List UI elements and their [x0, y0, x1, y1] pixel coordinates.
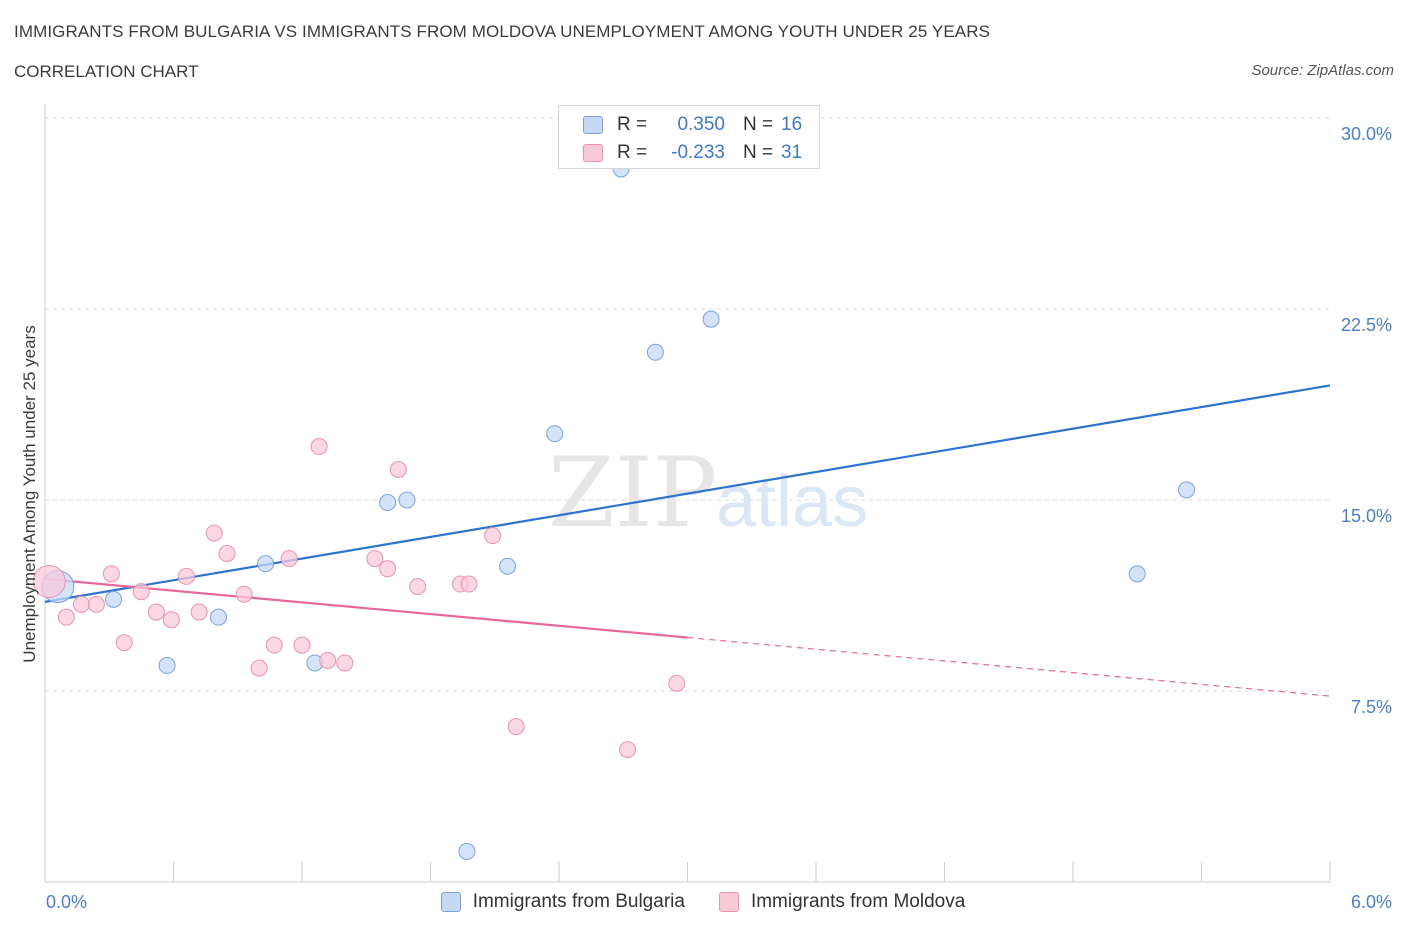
moldova-point	[265, 636, 283, 654]
moldova-point	[484, 527, 502, 545]
moldova-point	[235, 585, 253, 603]
y-tick-label: 30.0%	[1341, 124, 1392, 144]
moldova-point	[379, 560, 397, 578]
moldova-point	[87, 595, 105, 613]
r-value: 0.350	[677, 114, 725, 135]
moldova-point	[72, 595, 90, 613]
chart-subtitle: CORRELATION CHART	[14, 62, 199, 81]
legend-label: Immigrants from Bulgaria	[472, 891, 685, 912]
r-label: R =	[617, 114, 648, 135]
correlation-legend: R = 0.350 N = 16 R = -0.233 N = 31	[558, 105, 820, 169]
moldova-trend-extension	[687, 636, 1331, 697]
moldova-point	[205, 524, 223, 542]
moldova-point	[293, 636, 311, 654]
moldova-point	[132, 583, 150, 601]
bulgaria-swatch	[440, 892, 461, 912]
moldova-point	[409, 578, 427, 596]
moldova-point	[619, 741, 637, 759]
moldova-swatch	[718, 892, 739, 912]
bulgaria-point	[257, 555, 275, 573]
tick-labels: 7.5% 15.0% 22.5% 30.0% 0.0% 6.0%	[46, 124, 1392, 912]
legend-label: Immigrants from Moldova	[750, 891, 966, 912]
moldova-point	[32, 564, 66, 598]
r-value: -0.233	[671, 142, 725, 163]
grid-lines	[45, 117, 1330, 692]
axes	[44, 104, 1331, 883]
y-tick-label: 7.5%	[1351, 697, 1392, 717]
moldova-point	[336, 654, 354, 672]
moldova-point	[147, 603, 165, 621]
bulgaria-swatch	[583, 116, 603, 134]
bulgaria-point	[398, 491, 416, 509]
moldova-point	[102, 565, 120, 583]
source-credit: Source: ZipAtlas.com	[1251, 62, 1394, 79]
bulgaria-point	[105, 590, 123, 608]
bulgaria-point	[499, 557, 517, 575]
legend-row-moldova: R = -0.233 N = 31	[583, 141, 802, 165]
bulgaria-point	[546, 425, 564, 443]
moldova-point	[218, 544, 236, 562]
bulgaria-point	[702, 310, 720, 328]
moldova-point	[366, 550, 384, 568]
moldova-point	[668, 674, 686, 692]
legend-item-bulgaria[interactable]: Immigrants from Bulgaria	[440, 891, 685, 913]
y-tick-label: 22.5%	[1341, 315, 1392, 335]
series-legend: Immigrants from Bulgaria Immigrants from…	[0, 889, 1406, 915]
moldova-point	[507, 718, 525, 736]
n-value: 31	[781, 142, 803, 163]
moldova-point	[310, 438, 328, 456]
moldova-point	[460, 575, 478, 593]
bulgaria-point	[1178, 481, 1196, 499]
bulgaria-point	[1128, 565, 1146, 583]
bulgaria-point	[209, 608, 227, 626]
moldova-point	[389, 460, 407, 478]
moldova-trend-line	[44, 577, 688, 639]
moldova-point	[190, 603, 208, 621]
watermark: ZIP atlas	[548, 437, 868, 549]
moldova-point	[250, 659, 268, 677]
moldova-point	[177, 567, 195, 585]
legend-item-moldova[interactable]: Immigrants from Moldova	[718, 891, 966, 913]
r-label: R =	[617, 142, 648, 163]
moldova-point	[115, 634, 133, 652]
moldova-point	[57, 608, 75, 626]
moldova-swatch	[583, 144, 603, 162]
data-points	[32, 160, 1196, 860]
n-label: N =	[743, 142, 774, 163]
bulgaria-point	[158, 657, 176, 675]
legend-row-bulgaria: R = 0.350 N = 16	[583, 113, 802, 137]
x-tick-label: 6.0%	[1351, 892, 1392, 912]
y-tick-label: 15.0%	[1341, 506, 1392, 526]
n-label: N =	[743, 114, 774, 135]
n-value: 16	[781, 114, 803, 135]
moldova-point	[319, 651, 337, 669]
y-axis-label: Unemployment Among Youth under 25 years	[20, 325, 39, 662]
chart-title: IMMIGRANTS FROM BULGARIA VS IMMIGRANTS F…	[14, 22, 991, 41]
moldova-point	[280, 550, 298, 568]
bulgaria-point	[646, 343, 664, 361]
watermark-atlas: atlas	[716, 462, 868, 542]
x-tick-label: 0.0%	[46, 892, 87, 912]
bulgaria-point	[379, 494, 397, 512]
bulgaria-point	[458, 842, 476, 860]
moldova-point	[162, 611, 180, 629]
